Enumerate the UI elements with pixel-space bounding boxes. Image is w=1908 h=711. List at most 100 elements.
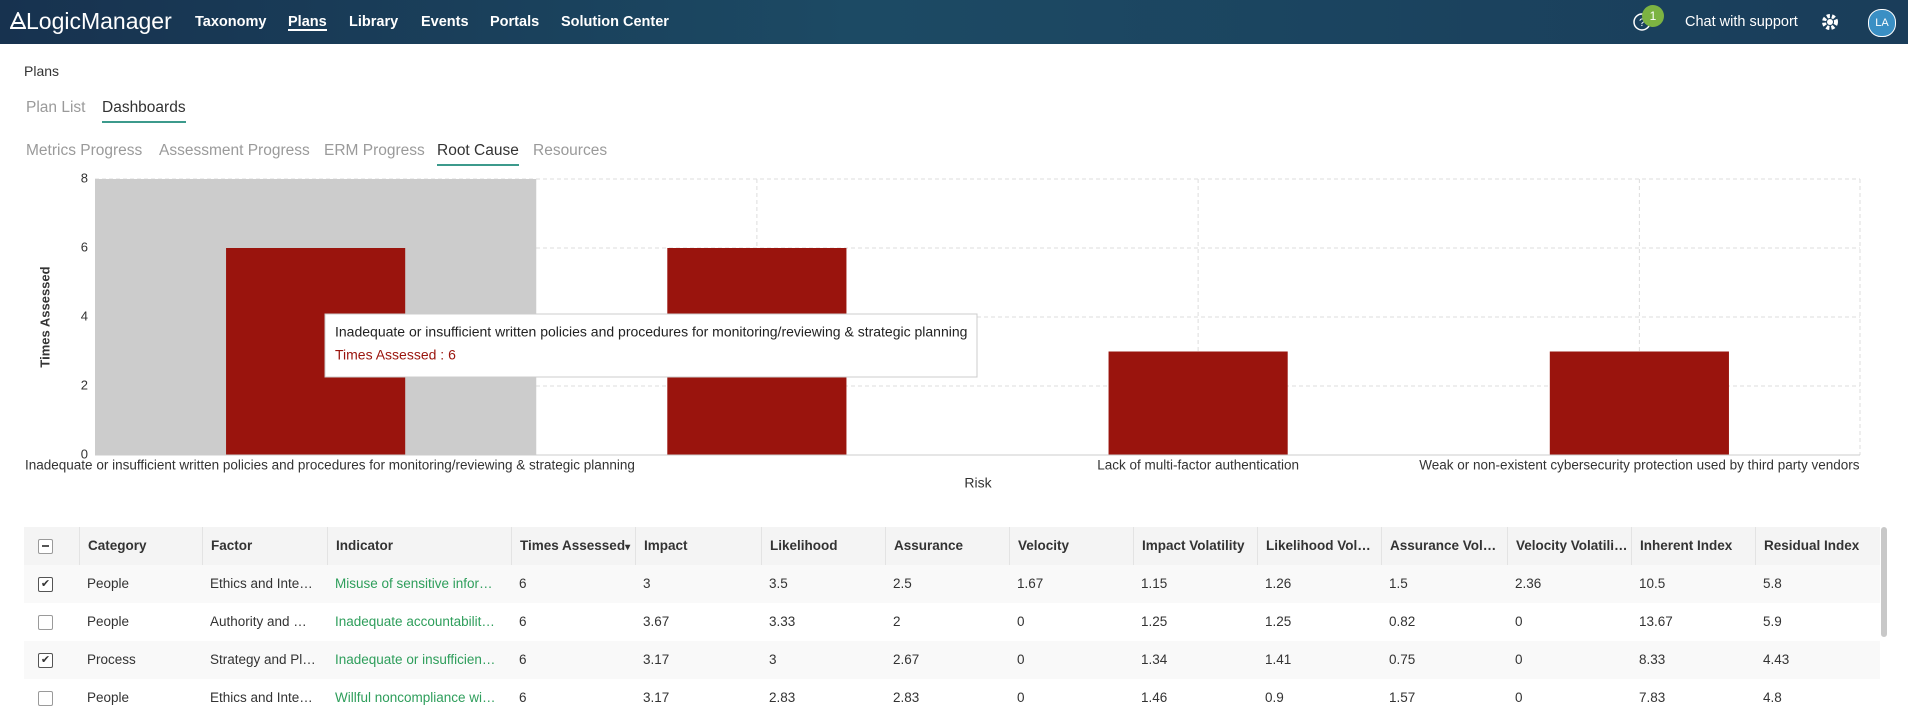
table-cell: 1.25	[1141, 614, 1168, 629]
table-cell: 5.9	[1763, 614, 1782, 629]
bar	[1108, 351, 1288, 455]
table-cell: 3	[769, 652, 777, 667]
table-cell: 10.5	[1639, 576, 1666, 591]
table-cell: Ethics and Inte…	[210, 576, 313, 591]
column-header[interactable]: Impact	[635, 527, 761, 565]
nav-item[interactable]: Taxonomy	[195, 14, 267, 30]
column-header[interactable]: Assurance Vol…	[1381, 527, 1507, 565]
table-cell: 2.83	[893, 690, 920, 705]
table-cell: Ethics and Inte…	[210, 690, 313, 705]
column-header[interactable]: Likelihood Vol…	[1257, 527, 1381, 565]
table-row	[24, 603, 1880, 641]
indicator-link[interactable]: Inadequate or insufficien…	[335, 652, 496, 667]
table-cell: 0.9	[1265, 690, 1284, 705]
tab[interactable]: Plan List	[26, 99, 86, 116]
scrollbar[interactable]	[1881, 527, 1887, 637]
logo-icon	[10, 12, 26, 29]
column-header[interactable]: Category	[79, 527, 202, 565]
table-cell: 0	[1515, 652, 1523, 667]
y-axis-label: Times Assessed	[37, 266, 52, 367]
y-tick-label: 8	[81, 170, 88, 185]
table-cell: 0.75	[1389, 652, 1416, 667]
indeterminate-mark	[42, 545, 49, 547]
nav-item[interactable]: Events	[421, 14, 469, 30]
sub-tab[interactable]: Metrics Progress	[26, 142, 143, 159]
row-checkbox[interactable]	[38, 691, 53, 706]
column-header[interactable]: Indicator	[327, 527, 511, 565]
sub-tab[interactable]: Root Cause	[437, 142, 519, 166]
column-header[interactable]: Assurance	[885, 527, 1009, 565]
y-tick-label: 0	[81, 446, 88, 461]
table-cell: 2.5	[893, 576, 912, 591]
column-header[interactable]: Velocity Volatili…	[1507, 527, 1631, 565]
indicator-link[interactable]: Willful noncompliance wi…	[335, 690, 496, 705]
table-cell: 5.8	[1763, 576, 1782, 591]
top-nav: LogicManager ? 1 Chat with support LA Ta…	[0, 0, 1908, 44]
tooltip-title: Inadequate or insufficient written polic…	[335, 324, 967, 340]
page-title: Plans	[24, 63, 60, 79]
table-cell: 6	[519, 614, 527, 629]
table-cell: 4.43	[1763, 652, 1790, 667]
table-cell: 1.25	[1265, 614, 1292, 629]
x-tick-label: Lack of multi-factor authentication	[1097, 458, 1299, 473]
sub-tab[interactable]: ERM Progress	[324, 142, 425, 159]
tooltip-box	[324, 313, 978, 378]
avatar[interactable]: LA	[1868, 9, 1896, 37]
table-cell: 2.36	[1515, 576, 1542, 591]
indicator-link[interactable]: Misuse of sensitive infor…	[335, 576, 493, 591]
table-cell: People	[87, 614, 130, 629]
bar	[1549, 351, 1729, 455]
table-cell: 1.15	[1141, 576, 1168, 591]
table-cell: People	[87, 690, 130, 705]
nav-item[interactable]: Solution Center	[561, 14, 669, 30]
sub-tab[interactable]: Resources	[533, 142, 608, 159]
row-checkbox[interactable]: ✔	[38, 577, 53, 592]
svg-text:?: ?	[1639, 17, 1645, 29]
sort-arrow[interactable]: ▾	[625, 542, 631, 553]
table-cell: 7.83	[1639, 690, 1666, 705]
table-cell: 6	[519, 576, 527, 591]
row-checkbox[interactable]: ✔	[38, 653, 53, 668]
column-header[interactable]: Impact Volatility	[1133, 527, 1257, 565]
column-header[interactable]: Times Assessed▾	[511, 527, 635, 567]
chart: 0 2 4 6 8 Inadequate or insufficient written …	[25, 170, 1861, 491]
table-cell: 1.34	[1141, 652, 1168, 667]
table-cell: 2.67	[893, 652, 920, 667]
table-cell: 0	[1017, 614, 1025, 629]
settings-icon[interactable]	[1819, 11, 1841, 33]
row-checkbox[interactable]	[38, 615, 53, 630]
tab[interactable]: Dashboards	[102, 99, 186, 123]
table-cell: 0	[1515, 690, 1523, 705]
table-cell: 3.67	[643, 614, 670, 629]
table-cell: 0.82	[1389, 614, 1416, 629]
chat-support[interactable]: Chat with support	[1685, 14, 1798, 30]
table: Category Factor Indicator Times Assessed▾ Im…	[24, 527, 1880, 711]
table-cell: People	[87, 576, 130, 591]
column-header[interactable]: Velocity	[1009, 527, 1133, 565]
table-row	[24, 565, 1880, 603]
nav-item[interactable]: Plans	[288, 14, 327, 30]
column-header[interactable]: Inherent Index	[1631, 527, 1755, 565]
table-cell: 3.17	[643, 690, 670, 705]
table-cell: 8.33	[1639, 652, 1666, 667]
active-underline	[288, 29, 327, 31]
table-cell: 3.17	[643, 652, 670, 667]
table-cell: 1.57	[1389, 690, 1416, 705]
column-header[interactable]: Likelihood	[761, 527, 885, 565]
indicator-link[interactable]: Inadequate accountabilit…	[335, 614, 495, 629]
table-cell: 2	[893, 614, 901, 629]
y-tick-label: 4	[81, 308, 88, 323]
notification-badge[interactable]: 1	[1642, 5, 1664, 27]
column-header[interactable]: Factor	[202, 527, 327, 565]
sub-tab[interactable]: Assessment Progress	[159, 142, 310, 159]
table-cell: 1.46	[1141, 690, 1168, 705]
table-cell: 3.33	[769, 614, 796, 629]
nav-item[interactable]: Library	[349, 14, 399, 30]
table-cell: 4.8	[1763, 690, 1782, 705]
table-cell: Authority and …	[210, 614, 307, 629]
column-header[interactable]: Residual Index	[1755, 527, 1880, 565]
logo[interactable]: LogicManager	[26, 8, 172, 34]
nav-item[interactable]: Portals	[490, 14, 540, 30]
table-cell: 13.67	[1639, 614, 1673, 629]
